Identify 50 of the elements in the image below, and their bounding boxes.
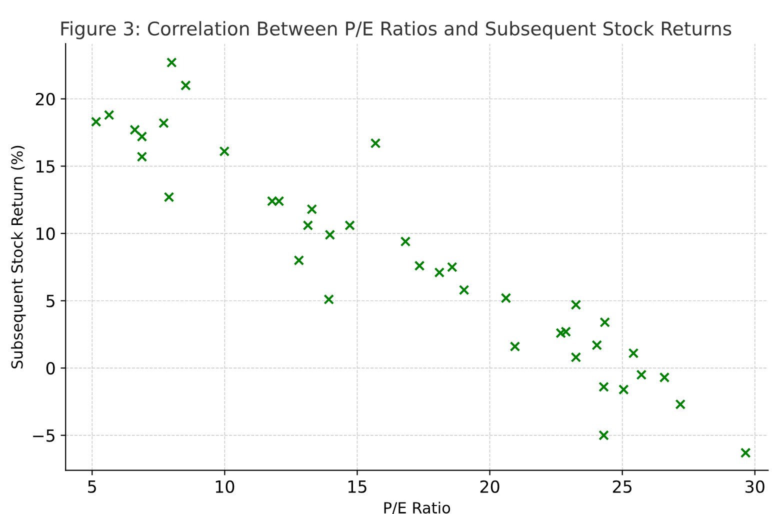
point	[302, 220, 314, 231]
point	[90, 116, 102, 127]
point	[510, 341, 520, 352]
point	[570, 352, 582, 362]
point	[130, 124, 140, 136]
point	[400, 236, 411, 247]
x-tick-label: 15	[348, 480, 366, 493]
point	[324, 230, 336, 240]
point	[636, 370, 647, 380]
y-axis-title: Subsequent Stock Return (%)	[10, 146, 26, 368]
point	[219, 146, 230, 157]
point	[740, 448, 751, 458]
point	[180, 80, 191, 91]
point	[618, 384, 629, 395]
x-tick-label: 10	[216, 480, 234, 493]
x-tick-label: 20	[480, 480, 500, 493]
point	[446, 262, 458, 272]
point	[592, 340, 602, 350]
y-tick-label: 10	[36, 227, 55, 240]
point	[600, 317, 610, 328]
x-tick-label: 5	[88, 480, 96, 493]
point	[104, 110, 114, 120]
point	[500, 292, 512, 304]
chart-title: Figure 3: Correlation Between P/E Ratios and Subsequent Stock Returns	[61, 21, 732, 40]
y-tick-label: 15	[36, 160, 54, 173]
point	[598, 430, 609, 441]
y-tick-label: 0	[46, 362, 55, 375]
point	[434, 267, 445, 278]
x-tick-label: 25	[612, 480, 632, 493]
point	[344, 220, 356, 231]
point	[136, 152, 148, 162]
point	[570, 300, 582, 310]
point	[294, 255, 304, 266]
point	[306, 204, 318, 214]
x-tick-label: 30	[746, 480, 764, 493]
point	[158, 118, 169, 128]
point	[675, 399, 686, 410]
y-tick-label: 20	[36, 92, 55, 106]
point	[414, 260, 425, 271]
y-tick-label: 5	[46, 294, 54, 308]
point	[324, 294, 334, 305]
y-tick-label: −5	[33, 430, 54, 442]
point	[164, 192, 174, 202]
point	[458, 284, 470, 296]
point	[628, 348, 639, 358]
point	[659, 372, 670, 383]
point	[166, 57, 177, 68]
point	[136, 131, 148, 142]
point	[370, 138, 381, 148]
point	[598, 382, 609, 392]
